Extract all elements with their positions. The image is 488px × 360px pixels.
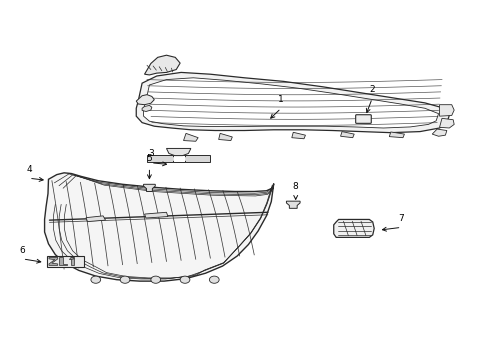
Circle shape [209, 276, 219, 283]
Text: 5: 5 [146, 154, 152, 163]
Polygon shape [143, 184, 155, 192]
Text: 2: 2 [369, 85, 374, 94]
Polygon shape [59, 257, 67, 265]
Polygon shape [144, 55, 180, 75]
Text: 6: 6 [20, 246, 25, 255]
Circle shape [151, 276, 160, 283]
Polygon shape [47, 256, 83, 267]
Polygon shape [166, 148, 190, 156]
FancyBboxPatch shape [355, 115, 370, 123]
Text: 3: 3 [148, 149, 153, 158]
Polygon shape [183, 134, 198, 141]
Polygon shape [147, 155, 172, 162]
Polygon shape [142, 105, 152, 112]
Text: 4: 4 [26, 165, 32, 174]
Polygon shape [144, 212, 167, 218]
Polygon shape [218, 134, 232, 140]
Polygon shape [291, 132, 305, 139]
Polygon shape [143, 78, 438, 128]
Polygon shape [388, 132, 404, 138]
Circle shape [180, 276, 189, 283]
Polygon shape [184, 155, 210, 162]
Circle shape [120, 276, 130, 283]
Polygon shape [71, 257, 74, 265]
Text: 8: 8 [292, 182, 298, 191]
Polygon shape [136, 72, 448, 133]
Text: 1: 1 [278, 95, 284, 104]
Polygon shape [439, 105, 453, 116]
Polygon shape [69, 257, 74, 260]
Polygon shape [49, 257, 58, 265]
Polygon shape [431, 129, 446, 136]
Polygon shape [172, 157, 184, 161]
Polygon shape [86, 216, 105, 222]
Polygon shape [136, 95, 154, 105]
Polygon shape [333, 220, 373, 237]
Polygon shape [44, 173, 273, 281]
Circle shape [91, 276, 101, 283]
Polygon shape [286, 201, 300, 208]
Polygon shape [439, 118, 453, 128]
Polygon shape [340, 132, 353, 138]
Text: 7: 7 [398, 214, 404, 223]
